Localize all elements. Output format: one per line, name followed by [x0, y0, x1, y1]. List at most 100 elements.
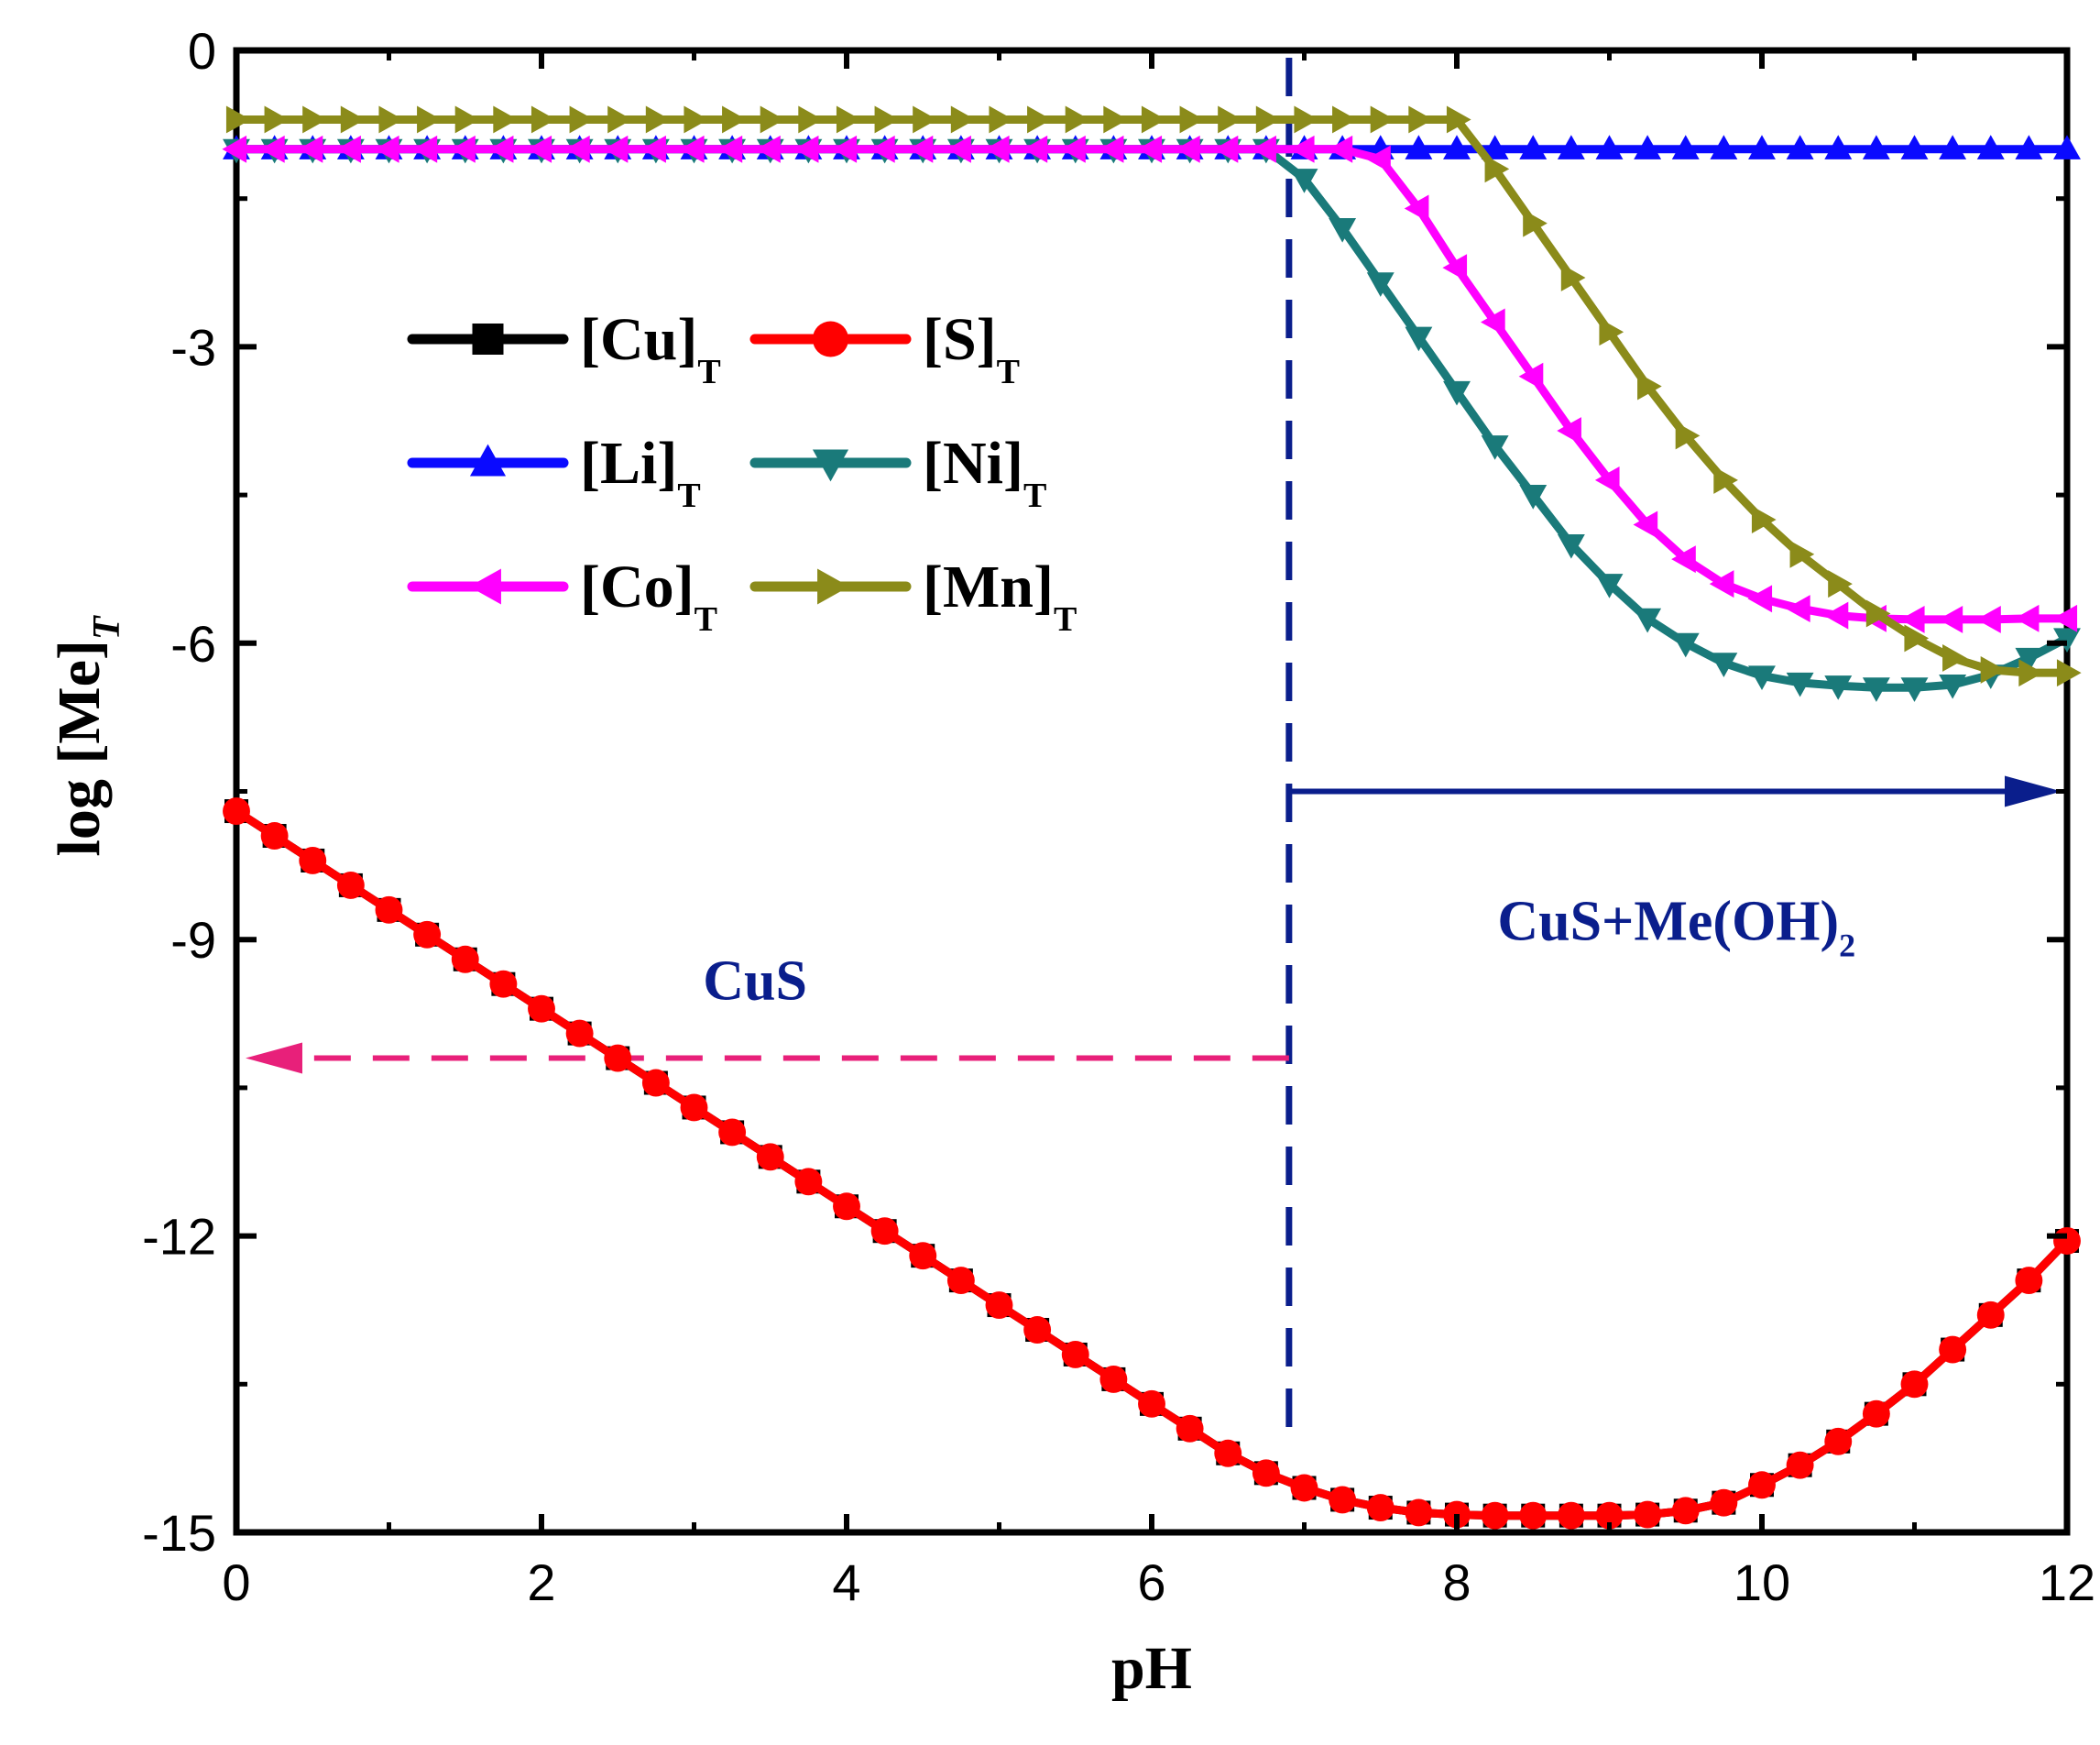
- series-co-point: [1061, 135, 1086, 163]
- series-co-point: [1099, 135, 1124, 163]
- series-mn: [225, 105, 2082, 687]
- legend-s-swatch-marker: [812, 321, 849, 357]
- series-s-point: [413, 920, 442, 949]
- series-li-point: [1862, 135, 1890, 159]
- series-s-point: [833, 1192, 860, 1221]
- y-tick-label: -6: [170, 615, 216, 673]
- series-s-point: [1786, 1451, 1814, 1479]
- series-co-point: [1366, 145, 1391, 173]
- series-s-point: [336, 871, 365, 899]
- series-mn-point: [645, 105, 671, 134]
- series-co-point: [1747, 585, 1773, 613]
- series-ni-point: [2015, 647, 2043, 673]
- series-s-point: [1252, 1459, 1280, 1487]
- series-layer: [222, 105, 2082, 1530]
- series-mn-point: [569, 105, 595, 134]
- series-mn-point: [1751, 506, 1777, 533]
- x-tick-label: 0: [222, 1553, 250, 1611]
- cus-region-label: CuS: [703, 949, 807, 1012]
- legend-item-s: [S]T: [749, 306, 1020, 391]
- series-s-point: [641, 1069, 670, 1097]
- series-s-point: [223, 797, 250, 826]
- y-axis-title-subscript: T: [86, 614, 128, 640]
- series-s-point: [1671, 1497, 1700, 1525]
- series-li-point: [1519, 135, 1548, 159]
- legend-li-swatch-marker: [469, 444, 507, 477]
- series-mn-point: [1103, 105, 1128, 134]
- series-s-point: [299, 847, 327, 874]
- series-mn-point: [1065, 105, 1090, 134]
- series-s-point: [375, 895, 403, 924]
- series-s-point: [1862, 1399, 1890, 1428]
- series-co-point: [412, 135, 438, 163]
- x-axis-title: pH: [1111, 1635, 1192, 1702]
- series-co-point: [1481, 308, 1505, 336]
- series-co-point: [1594, 466, 1620, 494]
- series-co-point: [1289, 135, 1315, 163]
- legend-cu-label: [Cu]T: [580, 306, 721, 391]
- legend-item-co: [Co]T: [407, 554, 717, 639]
- series-co-point: [1213, 135, 1239, 163]
- series-ni-point: [1824, 675, 1853, 700]
- series-mn-point: [530, 105, 556, 134]
- legend-cu-swatch-marker: [472, 324, 504, 355]
- series-mn-point: [1027, 105, 1052, 134]
- series-mn-point: [1408, 105, 1433, 134]
- series-s-point: [1099, 1365, 1128, 1393]
- series-s-point: [1214, 1439, 1242, 1467]
- legend-ni-label: [Ni]T: [923, 430, 1046, 515]
- x-tick-label: 10: [1734, 1553, 1790, 1611]
- series-co-point: [679, 135, 705, 163]
- legend-mn-label-subscript: T: [1054, 600, 1077, 639]
- legend-ni-swatch-marker: [812, 449, 849, 482]
- series-mn-point: [1637, 372, 1662, 401]
- series-li-point: [1900, 135, 1929, 159]
- series-s-point: [604, 1044, 632, 1072]
- y-tick-label: -15: [142, 1504, 216, 1562]
- series-s-point: [1634, 1500, 1662, 1529]
- series-co-point: [488, 135, 514, 163]
- series-mn-point: [760, 105, 785, 134]
- legend-li-label-subscript: T: [677, 477, 700, 515]
- series-co-point: [565, 135, 590, 163]
- legend: [Cu]T [Li]T [Co]T [S]T [Ni]T [Mn]T: [407, 306, 1077, 639]
- legend-item-li: [Li]T: [407, 430, 701, 515]
- series-co-point: [908, 135, 934, 163]
- series-s-point: [985, 1291, 1013, 1320]
- series-ni-point: [1634, 608, 1662, 633]
- series-co-point: [2014, 604, 2040, 632]
- x-tick-label: 6: [1137, 1553, 1165, 1611]
- series-s-point: [2015, 1267, 2043, 1295]
- series-s-point: [1329, 1486, 1357, 1514]
- series-s-point: [718, 1118, 747, 1147]
- series-ni-point: [1786, 672, 1814, 697]
- series-mn-point: [1218, 105, 1242, 134]
- series-li-point: [1557, 135, 1585, 159]
- legend-ni-label-subscript: T: [1023, 477, 1046, 515]
- series-mn-point: [1942, 644, 1967, 672]
- legend-item-cu: [Cu]T: [407, 306, 721, 391]
- series-mn-point: [684, 105, 709, 134]
- annotations: CuS CuS+Me(OH)2: [246, 58, 2062, 1436]
- series-s-point: [1557, 1501, 1585, 1530]
- x-tick-label: 4: [832, 1553, 860, 1611]
- series-li-point: [1405, 135, 1433, 159]
- series-co-point: [451, 135, 476, 163]
- series-co-point: [603, 135, 629, 163]
- series-li-point: [1481, 135, 1509, 159]
- series-s-point: [260, 822, 289, 850]
- series-mn-point: [1980, 655, 2006, 684]
- x-tick-label: 2: [527, 1553, 555, 1611]
- series-co-point: [1938, 605, 1963, 633]
- series-co-point: [1252, 135, 1276, 163]
- series-li-point: [1939, 135, 1967, 159]
- series-s-point: [1405, 1498, 1433, 1527]
- series-s-point: [528, 994, 555, 1023]
- series-co-point: [1557, 417, 1581, 444]
- series-s-point: [451, 945, 479, 973]
- series-co-point: [1176, 135, 1200, 163]
- series-co-point: [1023, 135, 1048, 163]
- series-mn-point: [1523, 209, 1548, 237]
- series-ni-point: [1366, 272, 1395, 297]
